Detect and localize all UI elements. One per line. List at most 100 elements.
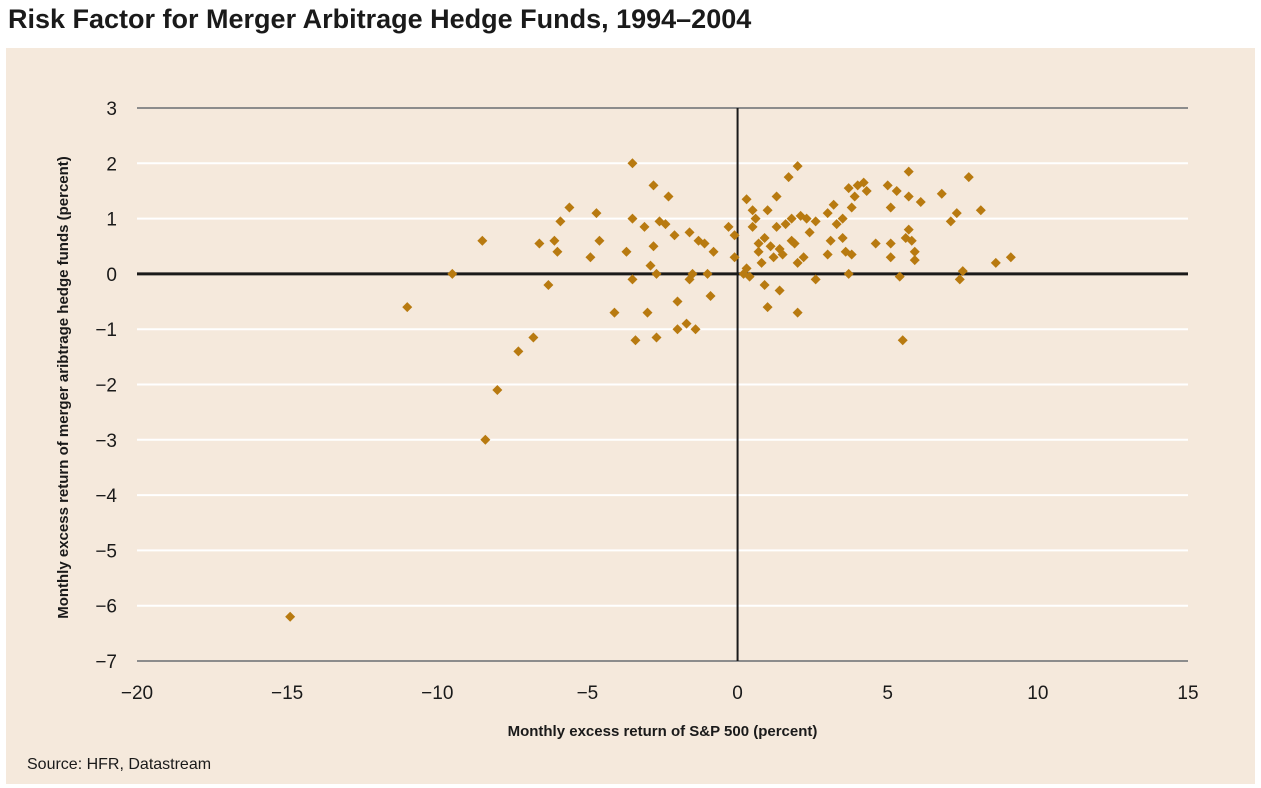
y-axis-title: Monthly excess return of merger aribtrag… (55, 156, 72, 619)
data-point (708, 246, 719, 257)
data-point (792, 307, 803, 318)
data-point (591, 208, 602, 219)
data-point (903, 224, 914, 235)
data-point (753, 238, 764, 249)
data-point (909, 255, 920, 266)
data-point (858, 177, 869, 188)
data-point (909, 246, 920, 257)
y-tick-label: −6 (95, 597, 117, 618)
data-point (477, 235, 488, 246)
data-point (903, 166, 914, 177)
data-point (681, 318, 692, 329)
data-point (285, 611, 296, 622)
y-tick-label: −5 (95, 541, 117, 562)
data-points (285, 158, 1016, 622)
data-point (639, 221, 650, 232)
data-point (513, 346, 524, 357)
data-point (543, 279, 554, 290)
data-point (594, 235, 605, 246)
data-point (627, 213, 638, 224)
data-point (651, 268, 662, 279)
axes (137, 107, 1188, 662)
data-point (555, 216, 566, 227)
data-point (447, 268, 458, 279)
data-point (963, 172, 974, 183)
x-tick-label: 5 (882, 683, 893, 704)
source-note: Source: HFR, Datastream (27, 756, 212, 773)
x-axis-title: Monthly excess return of S&P 500 (percen… (508, 723, 818, 740)
data-point (684, 227, 695, 238)
y-tick-label: −4 (95, 486, 117, 507)
data-point (891, 185, 902, 196)
y-tick-label: −3 (95, 431, 117, 452)
data-point (846, 202, 857, 213)
data-point (528, 332, 539, 343)
data-point (669, 230, 680, 241)
data-point (702, 268, 713, 279)
data-point (762, 302, 773, 313)
data-point (786, 213, 797, 224)
data-point (951, 208, 962, 219)
data-point (552, 246, 563, 257)
data-point (747, 221, 758, 232)
data-point (843, 268, 854, 279)
data-point (768, 252, 779, 263)
data-point (837, 232, 848, 243)
data-point (792, 161, 803, 172)
data-point (690, 324, 701, 335)
data-point (771, 191, 782, 202)
data-point (759, 279, 770, 290)
data-point (549, 235, 560, 246)
data-point (810, 274, 821, 285)
data-point (585, 252, 596, 263)
x-tick-label: −20 (121, 683, 153, 704)
chart-title: Risk Factor for Merger Arbitrage Hedge F… (8, 4, 752, 34)
x-tick-label: 0 (732, 683, 743, 704)
data-point (792, 257, 803, 268)
data-point (621, 246, 632, 257)
data-point (480, 434, 491, 445)
data-point (828, 199, 839, 210)
data-point (729, 230, 740, 241)
data-point (723, 221, 734, 232)
data-point (705, 291, 716, 302)
data-point (915, 197, 926, 208)
data-point (897, 335, 908, 346)
data-point (630, 335, 641, 346)
y-tick-label: 2 (106, 154, 117, 175)
data-point (627, 158, 638, 169)
data-point (672, 324, 683, 335)
data-point (699, 238, 710, 249)
data-point (825, 235, 836, 246)
data-point (861, 185, 872, 196)
data-point (954, 274, 965, 285)
data-point (642, 307, 653, 318)
data-point (975, 205, 986, 216)
data-point (648, 241, 659, 252)
x-tick-label: 15 (1177, 683, 1198, 704)
data-point (903, 191, 914, 202)
data-point (885, 202, 896, 213)
data-point (774, 285, 785, 296)
data-point (936, 188, 947, 199)
data-point (402, 302, 413, 313)
data-point (609, 307, 620, 318)
data-point (762, 205, 773, 216)
data-point (831, 219, 842, 230)
data-point (906, 235, 917, 246)
data-point (648, 180, 659, 191)
y-tick-label: 1 (106, 210, 117, 231)
data-point (801, 213, 812, 224)
data-point (765, 241, 776, 252)
y-tick-label: −1 (95, 320, 117, 341)
y-tick-label: −2 (95, 376, 117, 397)
y-tick-label: 0 (106, 265, 117, 286)
data-point (753, 246, 764, 257)
x-tick-label: 10 (1027, 683, 1048, 704)
data-point (534, 238, 545, 249)
x-tick-label: −5 (577, 683, 599, 704)
data-point (777, 249, 788, 260)
data-point (1005, 252, 1016, 263)
data-point (750, 213, 761, 224)
